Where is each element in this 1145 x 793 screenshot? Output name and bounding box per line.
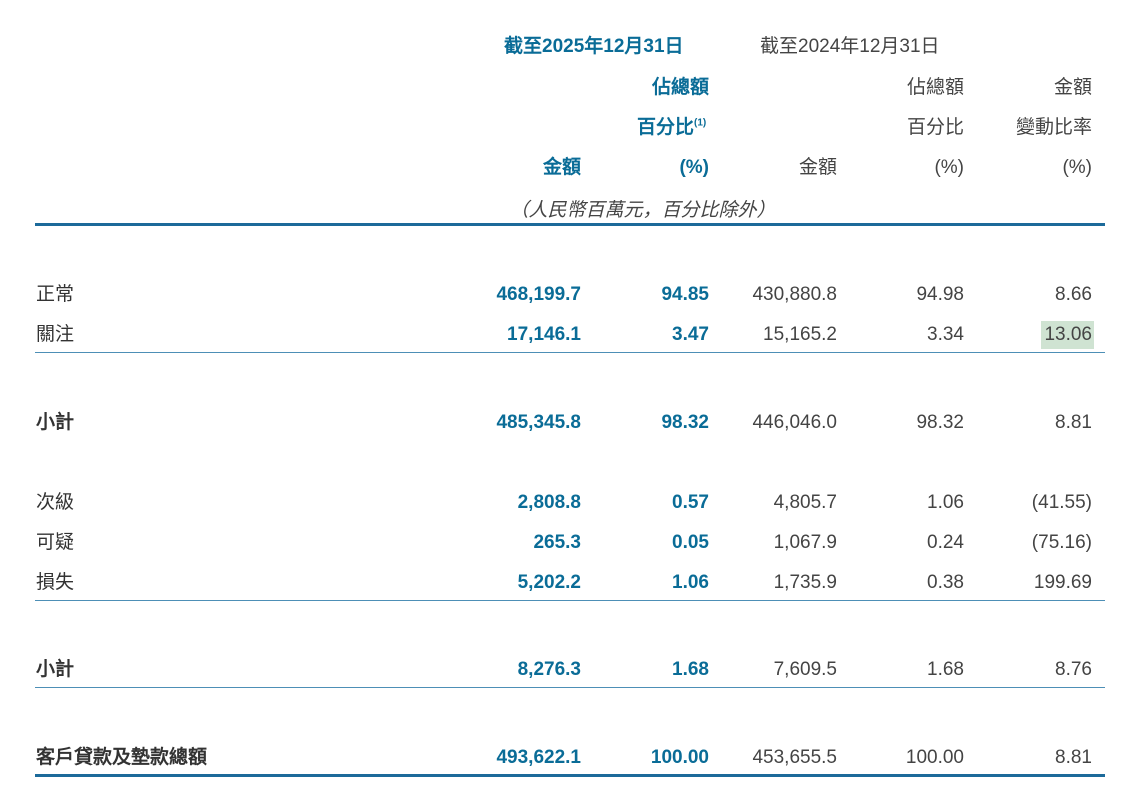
change-rate: 8.66 <box>1055 284 1092 305</box>
pct-2025: 98.32 <box>661 412 709 433</box>
pct-2024: 1.68 <box>927 659 964 680</box>
row-divider <box>35 687 1105 688</box>
row-label: 可疑 <box>36 532 75 553</box>
amount-2025: 17,146.1 <box>507 324 581 345</box>
amount-2024: 7,609.5 <box>773 659 837 680</box>
pct-2024: 1.06 <box>927 492 964 513</box>
amount-2024: 4,805.7 <box>773 492 837 513</box>
amount-2024: 446,046.0 <box>752 412 837 433</box>
pct-2025: 0.57 <box>672 492 709 513</box>
amount-2025: 5,202.2 <box>517 572 581 593</box>
col5-header-line2: 變動比率 <box>1015 117 1092 138</box>
amount-2025: 8,276.3 <box>517 659 581 680</box>
col2-header-line2: 百分比(1) <box>637 116 706 140</box>
pct-2025: 0.05 <box>672 532 709 553</box>
pct-2024: 0.38 <box>927 572 964 593</box>
table-row-total: 客戶貸款及墊款總額 493,622.1 100.00 453,655.5 100… <box>0 744 1145 772</box>
amount-2024: 453,655.5 <box>752 747 837 768</box>
pct-2025: 94.85 <box>661 284 709 305</box>
col4-header-line1: 佔總額 <box>906 77 964 98</box>
pct-2024: 100.00 <box>905 747 964 768</box>
period-2024-header: 截至2024年12月31日 <box>760 36 940 57</box>
row-label: 關注 <box>36 324 75 345</box>
table-row-substandard: 次級 2,808.8 0.57 4,805.7 1.06 (41.55) <box>0 489 1145 517</box>
change-rate: 8.81 <box>1055 747 1092 768</box>
amount-2025: 2,808.8 <box>517 492 581 513</box>
table-row-doubtful: 可疑 265.3 0.05 1,067.9 0.24 (75.16) <box>0 529 1145 557</box>
pct-2024: 94.98 <box>916 284 964 305</box>
col1-header-amount: 金額 <box>542 157 581 178</box>
col4-header-unit: (%) <box>934 157 964 178</box>
amount-2024: 1,735.9 <box>773 572 837 593</box>
row-label: 客戶貸款及墊款總額 <box>36 747 208 768</box>
row-label: 正常 <box>36 284 75 305</box>
change-rate: 8.81 <box>1055 412 1092 433</box>
pct-2024: 3.34 <box>927 324 964 345</box>
table-row-normal: 正常 468,199.7 94.85 430,880.8 94.98 8.66 <box>0 281 1145 309</box>
col2-header-unit: (%) <box>679 157 709 178</box>
amount-2025: 493,622.1 <box>496 747 581 768</box>
pct-2025: 100.00 <box>650 747 709 768</box>
amount-2025: 265.3 <box>533 532 581 553</box>
col5-header-line1: 金額 <box>1053 77 1092 98</box>
change-rate: (75.16) <box>1031 532 1092 553</box>
change-rate: 8.76 <box>1055 659 1092 680</box>
row-label: 次級 <box>36 492 75 513</box>
row-label: 小計 <box>36 659 75 680</box>
table-bottom-rule <box>35 774 1105 777</box>
row-label: 損失 <box>36 572 75 593</box>
pct-2024: 98.32 <box>916 412 964 433</box>
table-row-special-mention: 關注 17,146.1 3.47 15,165.2 3.34 13.06 <box>0 321 1145 349</box>
header-rule <box>35 223 1105 226</box>
table-row-subtotal-npl: 小計 8,276.3 1.68 7,609.5 1.68 8.76 <box>0 656 1145 684</box>
row-divider <box>35 600 1105 601</box>
col4-header-line2: 百分比 <box>906 117 964 138</box>
table-row-subtotal-performing: 小計 485,345.8 98.32 446,046.0 98.32 8.81 <box>0 409 1145 437</box>
col2-header-line2-text: 百分比 <box>637 117 695 138</box>
col5-header-unit: (%) <box>1062 157 1092 178</box>
change-rate: 199.69 <box>1033 572 1092 593</box>
amount-2024: 1,067.9 <box>773 532 837 553</box>
amount-2024: 430,880.8 <box>752 284 837 305</box>
amount-2025: 485,345.8 <box>496 412 581 433</box>
pct-2025: 1.68 <box>672 659 709 680</box>
col3-header-amount: 金額 <box>798 157 837 178</box>
table-row-loss: 損失 5,202.2 1.06 1,735.9 0.38 199.69 <box>0 569 1145 597</box>
row-label: 小計 <box>36 412 75 433</box>
pct-2025: 3.47 <box>672 324 709 345</box>
amount-2024: 15,165.2 <box>763 324 837 345</box>
period-2025-header: 截至2025年12月31日 <box>504 36 684 57</box>
change-rate-highlighted: 13.06 <box>1041 321 1094 349</box>
amount-2025: 468,199.7 <box>496 284 581 305</box>
change-rate: (41.55) <box>1031 492 1092 513</box>
row-divider <box>35 352 1105 353</box>
unit-note: （人民幣百萬元，百分比除外） <box>509 200 776 221</box>
pct-2024: 0.24 <box>927 532 964 553</box>
footnote-marker: (1) <box>694 117 707 129</box>
col2-header-line1: 佔總額 <box>651 77 709 98</box>
pct-2025: 1.06 <box>672 572 709 593</box>
